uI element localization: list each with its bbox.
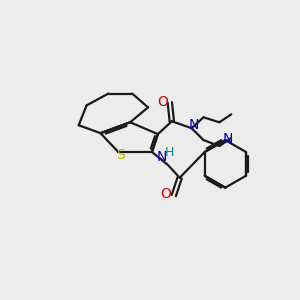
Text: N: N xyxy=(223,132,233,146)
Text: O: O xyxy=(158,95,168,110)
Text: N: N xyxy=(157,150,167,164)
Text: N: N xyxy=(188,118,199,132)
Text: S: S xyxy=(116,148,125,162)
Text: O: O xyxy=(160,187,171,201)
Text: H: H xyxy=(165,146,175,160)
